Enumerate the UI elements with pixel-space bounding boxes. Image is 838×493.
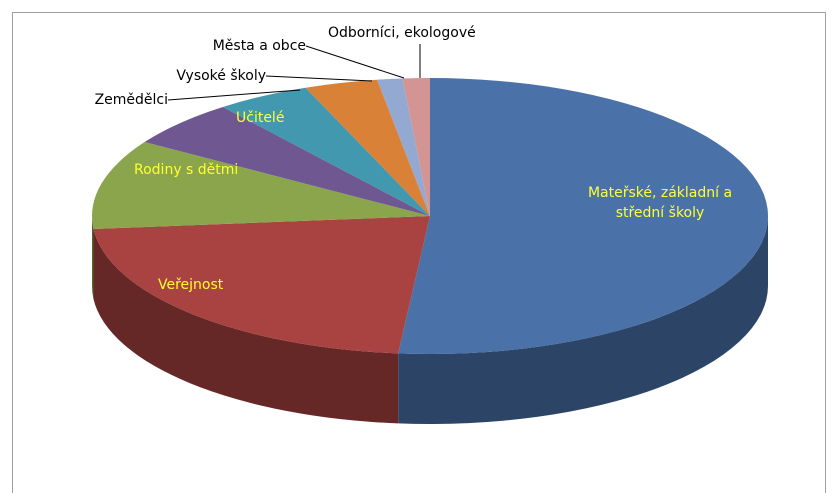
slice	[402, 78, 430, 216]
leader-line	[265, 75, 373, 82]
slice-label: Veřejnost	[158, 277, 224, 293]
leader-line	[305, 45, 405, 79]
slice-label: Města a obce	[212, 38, 306, 54]
slice	[222, 87, 430, 216]
slice	[92, 142, 430, 229]
slice-side	[93, 228, 399, 424]
slice-label: Učitelé	[236, 110, 285, 126]
slice	[144, 106, 430, 216]
slice-label: Rodiny s dětmi	[134, 162, 239, 178]
leaders	[167, 44, 421, 101]
slice	[305, 79, 430, 217]
slice	[93, 216, 430, 354]
slice-side	[398, 216, 768, 424]
chart-frame	[12, 12, 826, 493]
slice-label: Odborníci, ekologové	[328, 25, 476, 41]
tops	[92, 78, 769, 354]
slice	[398, 78, 769, 354]
sides	[92, 216, 768, 424]
slice-side	[92, 216, 94, 299]
slice	[377, 78, 430, 216]
slice-label: Mateřské, základní a střední školy	[587, 185, 733, 221]
slice-label: Zemědělci	[94, 92, 168, 108]
leader-line	[167, 89, 301, 101]
slice-label: Vysoké školy	[176, 68, 266, 84]
